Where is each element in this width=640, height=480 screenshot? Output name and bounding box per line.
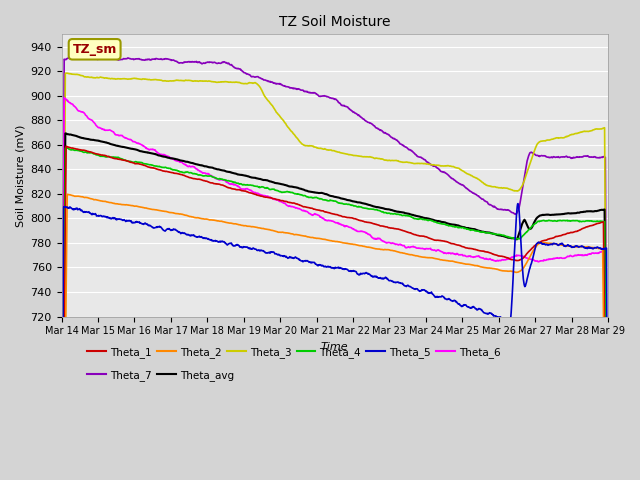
Text: TZ_sm: TZ_sm [72,43,117,56]
X-axis label: Time: Time [321,342,349,352]
Y-axis label: Soil Moisture (mV): Soil Moisture (mV) [15,124,25,227]
Legend: Theta_7, Theta_avg: Theta_7, Theta_avg [83,365,238,384]
Title: TZ Soil Moisture: TZ Soil Moisture [279,15,390,29]
